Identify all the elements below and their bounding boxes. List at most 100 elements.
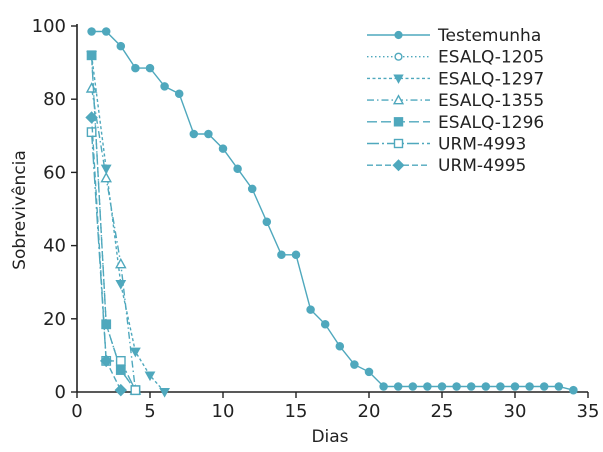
data-point [100,171,113,183]
data-point [247,184,257,194]
series-esalq-1297 [86,51,170,398]
series-urm-4995 [85,111,128,397]
y-tick-label: 40 [43,236,66,257]
legend-label: URM-4995 [438,156,526,176]
data-point [233,164,242,174]
data-point [204,129,213,139]
series-line [90,55,166,393]
data-point [291,250,301,260]
legend-label: ESALQ-1355 [438,91,544,111]
series-layer [85,27,578,398]
series-line [90,132,137,391]
data-point [99,354,113,368]
data-point [86,50,97,61]
data-point [481,382,491,391]
data-point [394,30,403,40]
legend-label: ESALQ-1297 [438,69,544,89]
data-point [350,360,359,369]
data-point [130,385,141,396]
data-point [394,52,403,61]
data-point [393,74,404,84]
data-point [114,257,127,269]
legend-item: ESALQ-1205 [367,48,544,68]
data-point [306,305,315,314]
data-point [393,117,404,127]
series-testemunha [87,27,578,395]
data-point [510,382,520,391]
data-point [131,63,140,73]
ticks: 0 5 10 15 20 25 30 35 0 20 40 60 80 100 [32,16,600,422]
data-point [116,41,126,51]
data-point [144,371,156,382]
data-point [392,159,405,172]
x-tick-label: 15 [285,401,308,422]
y-tick-label: 80 [43,89,66,110]
data-point [101,319,112,330]
x-tick-label: 10 [212,401,235,422]
data-point [496,382,505,391]
data-point [130,347,141,358]
data-point [159,387,170,398]
data-point [174,89,184,98]
data-point [262,217,272,227]
y-tick-label: 0 [55,382,66,403]
series-line [90,55,136,391]
data-point [539,382,549,391]
data-point [114,383,128,397]
x-axis-title: Dias [311,427,348,447]
data-point [437,382,447,391]
x-tick-label: 0 [71,401,82,422]
data-point [554,382,564,391]
y-tick-label: 100 [32,16,66,37]
data-point [525,382,534,391]
data-point [320,320,330,329]
x-tick-label: 35 [577,401,600,422]
legend-item: URM-4995 [367,156,526,176]
data-point [569,385,578,395]
y-axis-title: Sobrevivência [10,150,30,270]
data-point [452,382,461,391]
x-tick-label: 20 [358,401,381,422]
data-point [189,129,199,139]
data-point [393,382,403,391]
series-line [91,30,574,391]
data-point [364,367,374,377]
data-point [379,382,388,391]
data-point [87,27,96,36]
data-point [218,144,228,153]
data-point [392,94,405,105]
data-point [100,164,112,175]
data-point [160,82,169,91]
data-point [145,63,155,73]
legend-label: Testemunha [437,26,541,46]
data-point [466,382,476,391]
series-line [90,88,137,391]
legend-label: URM-4993 [438,135,526,155]
legend-item: ESALQ-1355 [367,91,544,111]
x-tick-label: 30 [504,401,527,422]
y-tick-label: 20 [43,309,66,330]
legend: TestemunhaESALQ-1205ESALQ-1297ESALQ-1355… [367,26,544,176]
data-point [423,382,432,391]
x-tick-label: 25 [431,401,454,422]
data-point [393,138,404,149]
legend-item: ESALQ-1296 [367,113,544,133]
data-point [85,111,98,124]
x-tick-label: 5 [144,401,155,422]
legend-item: URM-4993 [367,135,526,155]
y-tick-label: 60 [43,162,66,183]
data-point [277,250,286,260]
data-point [335,341,345,351]
legend-label: ESALQ-1296 [438,113,544,133]
series-line [90,55,136,391]
legend-item: Testemunha [367,26,541,46]
legend-item: ESALQ-1297 [367,69,544,89]
data-point [101,27,111,36]
data-point [86,127,97,138]
data-point [115,355,126,366]
legend-label: ESALQ-1205 [438,48,544,68]
data-point [115,365,126,375]
data-point [408,382,418,391]
